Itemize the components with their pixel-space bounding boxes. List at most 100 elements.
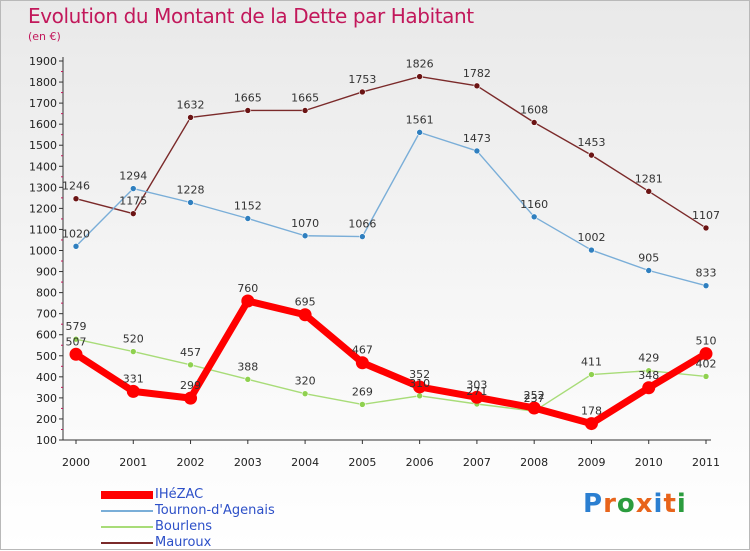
series-line-3: [75, 75, 707, 229]
data-label: 1753: [348, 73, 376, 86]
series-point-1: [129, 185, 137, 192]
y-tick-label: 100: [36, 434, 57, 447]
data-label: 1066: [348, 218, 376, 231]
y-tick-label: 1600: [29, 118, 57, 131]
series-point-1: [187, 199, 194, 206]
series-point-1: [473, 147, 481, 155]
data-label: 510: [696, 335, 717, 348]
series-point-2: [244, 376, 252, 383]
series-point-3: [645, 188, 653, 195]
data-label: 352: [409, 368, 430, 381]
y-tick-label: 1900: [29, 55, 57, 68]
x-tick-label: 2004: [291, 456, 319, 469]
data-label: 388: [237, 360, 258, 373]
chart-title: Evolution du Montant de la Dette par Hab…: [28, 4, 474, 28]
data-label: 271: [466, 385, 487, 398]
series-point-0: [470, 390, 484, 404]
logo-letter: r: [603, 489, 617, 519]
series-point-0: [298, 308, 312, 322]
data-label: 1826: [406, 58, 434, 71]
data-label: 1665: [234, 91, 262, 104]
data-label: 695: [295, 296, 316, 309]
series-point-1: [244, 215, 252, 222]
series-point-0: [69, 347, 83, 361]
data-label: 457: [180, 346, 201, 359]
series-line-1: [75, 131, 707, 287]
series-point-0: [355, 356, 369, 370]
series-point-3: [244, 107, 252, 114]
y-tick-label: 900: [36, 266, 57, 279]
data-label: 252: [524, 389, 545, 402]
legend-label: IHéZAC: [155, 487, 204, 502]
data-label: 1175: [119, 195, 147, 208]
y-tick-label: 1400: [29, 160, 57, 173]
data-label: 1107: [692, 209, 720, 222]
data-label: 1782: [463, 67, 491, 80]
series-point-1: [530, 213, 538, 221]
y-tick-label: 1000: [29, 245, 57, 258]
data-label: 1294: [119, 170, 147, 183]
x-tick-label: 2007: [463, 456, 491, 469]
series-point-3: [416, 73, 423, 80]
data-label: 269: [352, 385, 373, 398]
legend-label: Tournon-d'Agenais: [155, 503, 275, 518]
series-point-3: [72, 195, 80, 203]
series-point-0: [126, 384, 140, 398]
series-point-0: [413, 380, 427, 394]
logo-letter: o: [616, 489, 636, 519]
data-label: 1228: [177, 183, 205, 196]
data-label: 507: [66, 335, 87, 348]
data-label: 1160: [520, 198, 548, 211]
series-point-2: [359, 401, 366, 408]
series-line-0: [72, 297, 710, 428]
y-tick-label: 400: [36, 371, 57, 384]
y-tick-label: 1800: [29, 76, 57, 89]
chart-subtitle: (en €): [28, 30, 61, 43]
series-point-3: [301, 107, 309, 114]
series-point-3: [473, 82, 481, 90]
series-point-2: [588, 371, 595, 378]
data-label: 1070: [291, 217, 319, 230]
data-label: 310: [409, 377, 430, 390]
series-point-2: [645, 367, 653, 375]
x-tick-label: 2002: [177, 456, 205, 469]
series-point-1: [72, 242, 80, 250]
series-point-3: [588, 151, 595, 159]
data-label: 331: [123, 372, 144, 385]
data-label: 1561: [406, 113, 434, 126]
x-tick-label: 2006: [406, 456, 434, 469]
data-label: 303: [466, 378, 487, 391]
data-label: 905: [638, 252, 659, 265]
logo-letter: i: [653, 489, 664, 519]
series-point-2: [72, 335, 80, 343]
data-label: 429: [638, 352, 659, 365]
y-tick-label: 500: [36, 350, 57, 363]
y-tick-label: 800: [36, 287, 57, 300]
data-label: 402: [696, 357, 717, 370]
y-tick-label: 1300: [29, 181, 57, 194]
data-label: 1152: [234, 199, 262, 212]
y-tick-label: 1200: [29, 202, 57, 215]
y-tick-label: 600: [36, 329, 57, 342]
series-point-2: [301, 390, 309, 397]
legend-label: Bourlens: [155, 519, 213, 534]
series-line-2: [75, 338, 707, 412]
y-tick-label: 700: [36, 308, 57, 321]
x-tick-label: 2001: [119, 456, 147, 469]
legend-swatch: [101, 526, 153, 528]
series-point-3: [187, 114, 194, 121]
series-point-3: [530, 119, 538, 126]
legend-swatch: [101, 542, 153, 544]
x-tick-label: 2010: [635, 456, 663, 469]
series-point-1: [359, 233, 366, 240]
series-point-0: [642, 381, 656, 395]
y-tick-label: 1100: [29, 223, 57, 236]
data-label: 1473: [463, 132, 491, 145]
data-label: 1020: [62, 227, 90, 240]
data-label: 1281: [635, 172, 663, 185]
legend-label: Mauroux: [155, 535, 212, 550]
series-point-0: [584, 417, 598, 431]
data-label: 237: [524, 392, 545, 405]
